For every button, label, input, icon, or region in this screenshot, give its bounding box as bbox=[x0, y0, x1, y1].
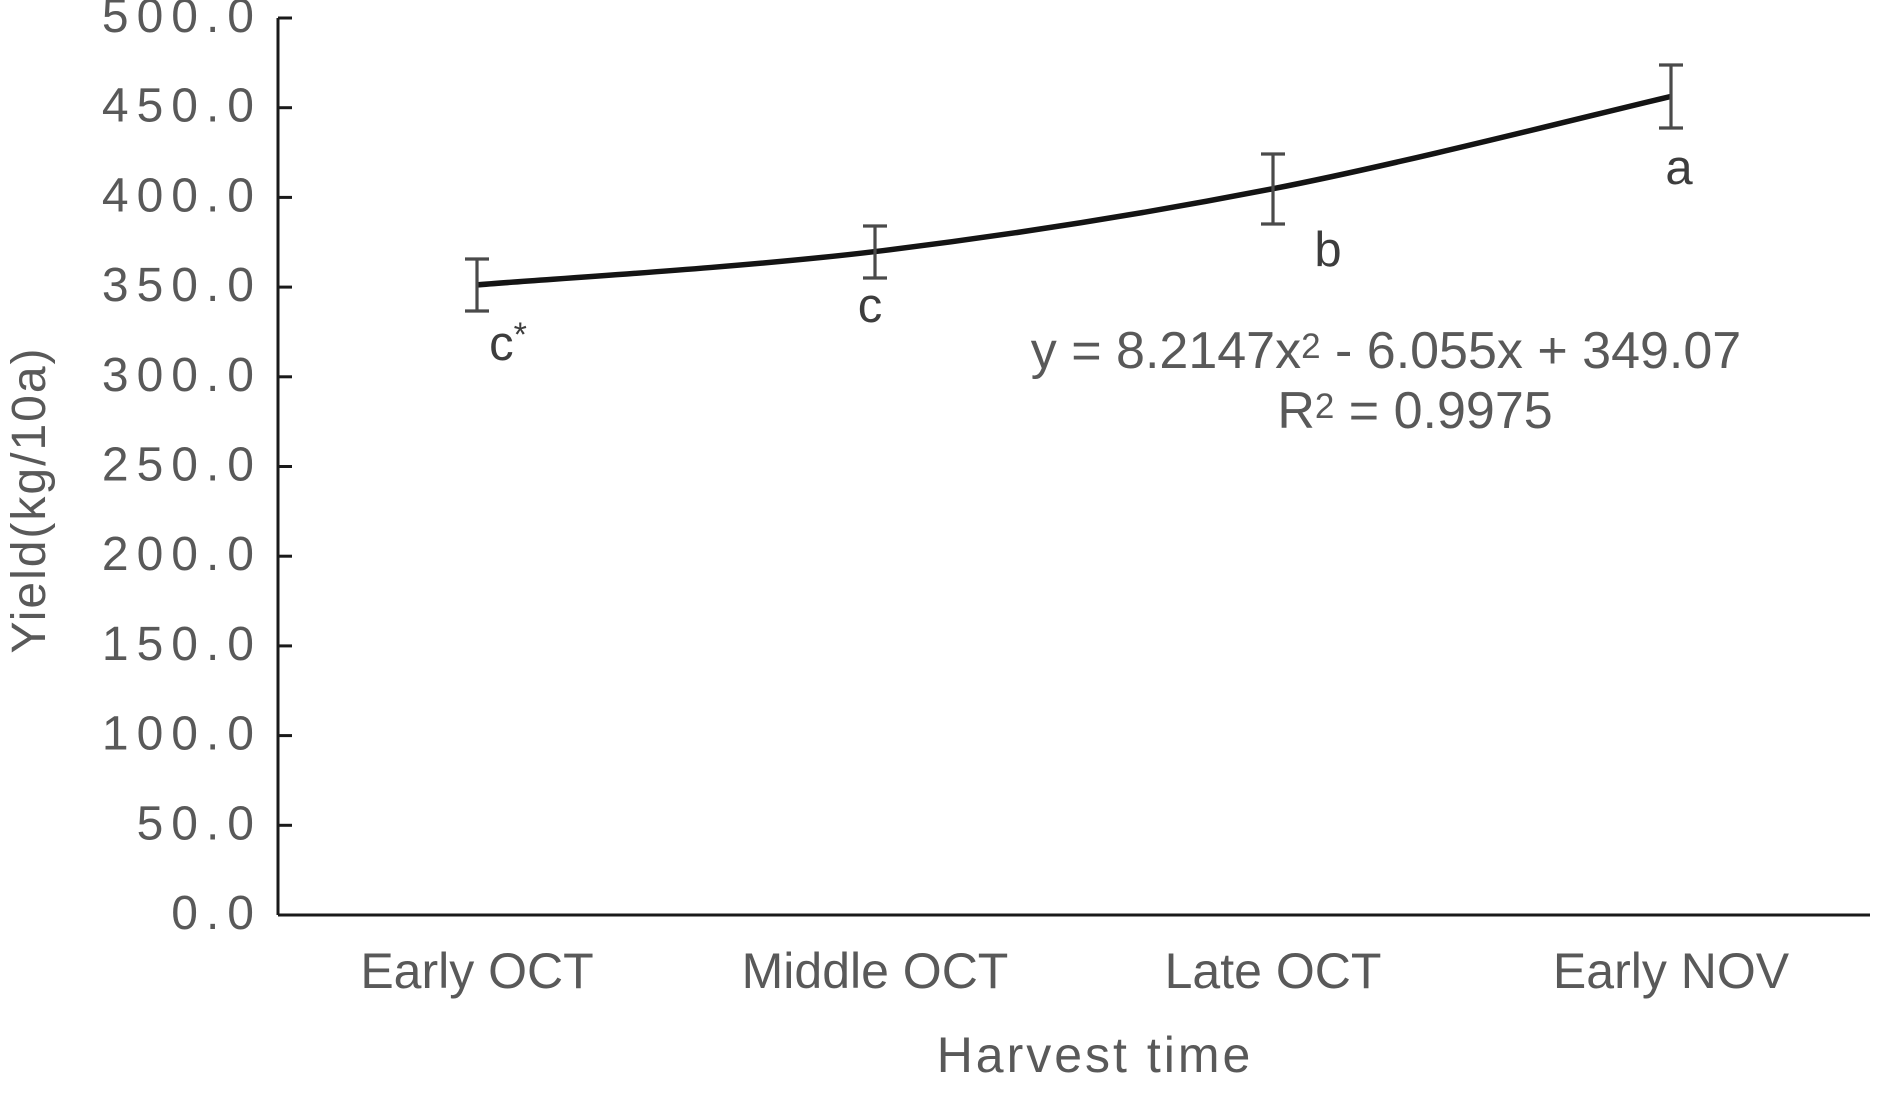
svg-text:a: a bbox=[1665, 141, 1693, 195]
svg-text:y = 8.2147x2 - 6.055x + 349.07: y = 8.2147x2 - 6.055x + 349.07 bbox=[1031, 322, 1741, 380]
svg-text:350.0: 350.0 bbox=[102, 259, 262, 312]
svg-text:Harvest time: Harvest time bbox=[937, 1027, 1254, 1083]
svg-text:200.0: 200.0 bbox=[102, 528, 262, 581]
svg-text:R2 = 0.9975: R2 = 0.9975 bbox=[1277, 382, 1552, 440]
svg-text:b: b bbox=[1314, 223, 1341, 277]
svg-text:250.0: 250.0 bbox=[102, 439, 262, 492]
svg-text:100.0: 100.0 bbox=[102, 708, 262, 761]
svg-text:500.0: 500.0 bbox=[102, 0, 262, 43]
svg-text:Yield(kg/10a): Yield(kg/10a) bbox=[3, 346, 56, 653]
svg-text:50.0: 50.0 bbox=[137, 797, 262, 850]
svg-text:c: c bbox=[858, 279, 883, 333]
svg-text:450.0: 450.0 bbox=[102, 80, 262, 133]
svg-text:Early OCT: Early OCT bbox=[360, 943, 593, 999]
svg-text:c*: c* bbox=[489, 316, 527, 371]
svg-text:400.0: 400.0 bbox=[102, 169, 262, 222]
svg-text:Late OCT: Late OCT bbox=[1165, 943, 1382, 999]
svg-text:300.0: 300.0 bbox=[102, 349, 262, 402]
svg-text:Middle OCT: Middle OCT bbox=[742, 943, 1009, 999]
svg-text:0.0: 0.0 bbox=[171, 887, 262, 940]
svg-text:Early NOV: Early NOV bbox=[1553, 943, 1790, 999]
svg-text:150.0: 150.0 bbox=[102, 618, 262, 671]
